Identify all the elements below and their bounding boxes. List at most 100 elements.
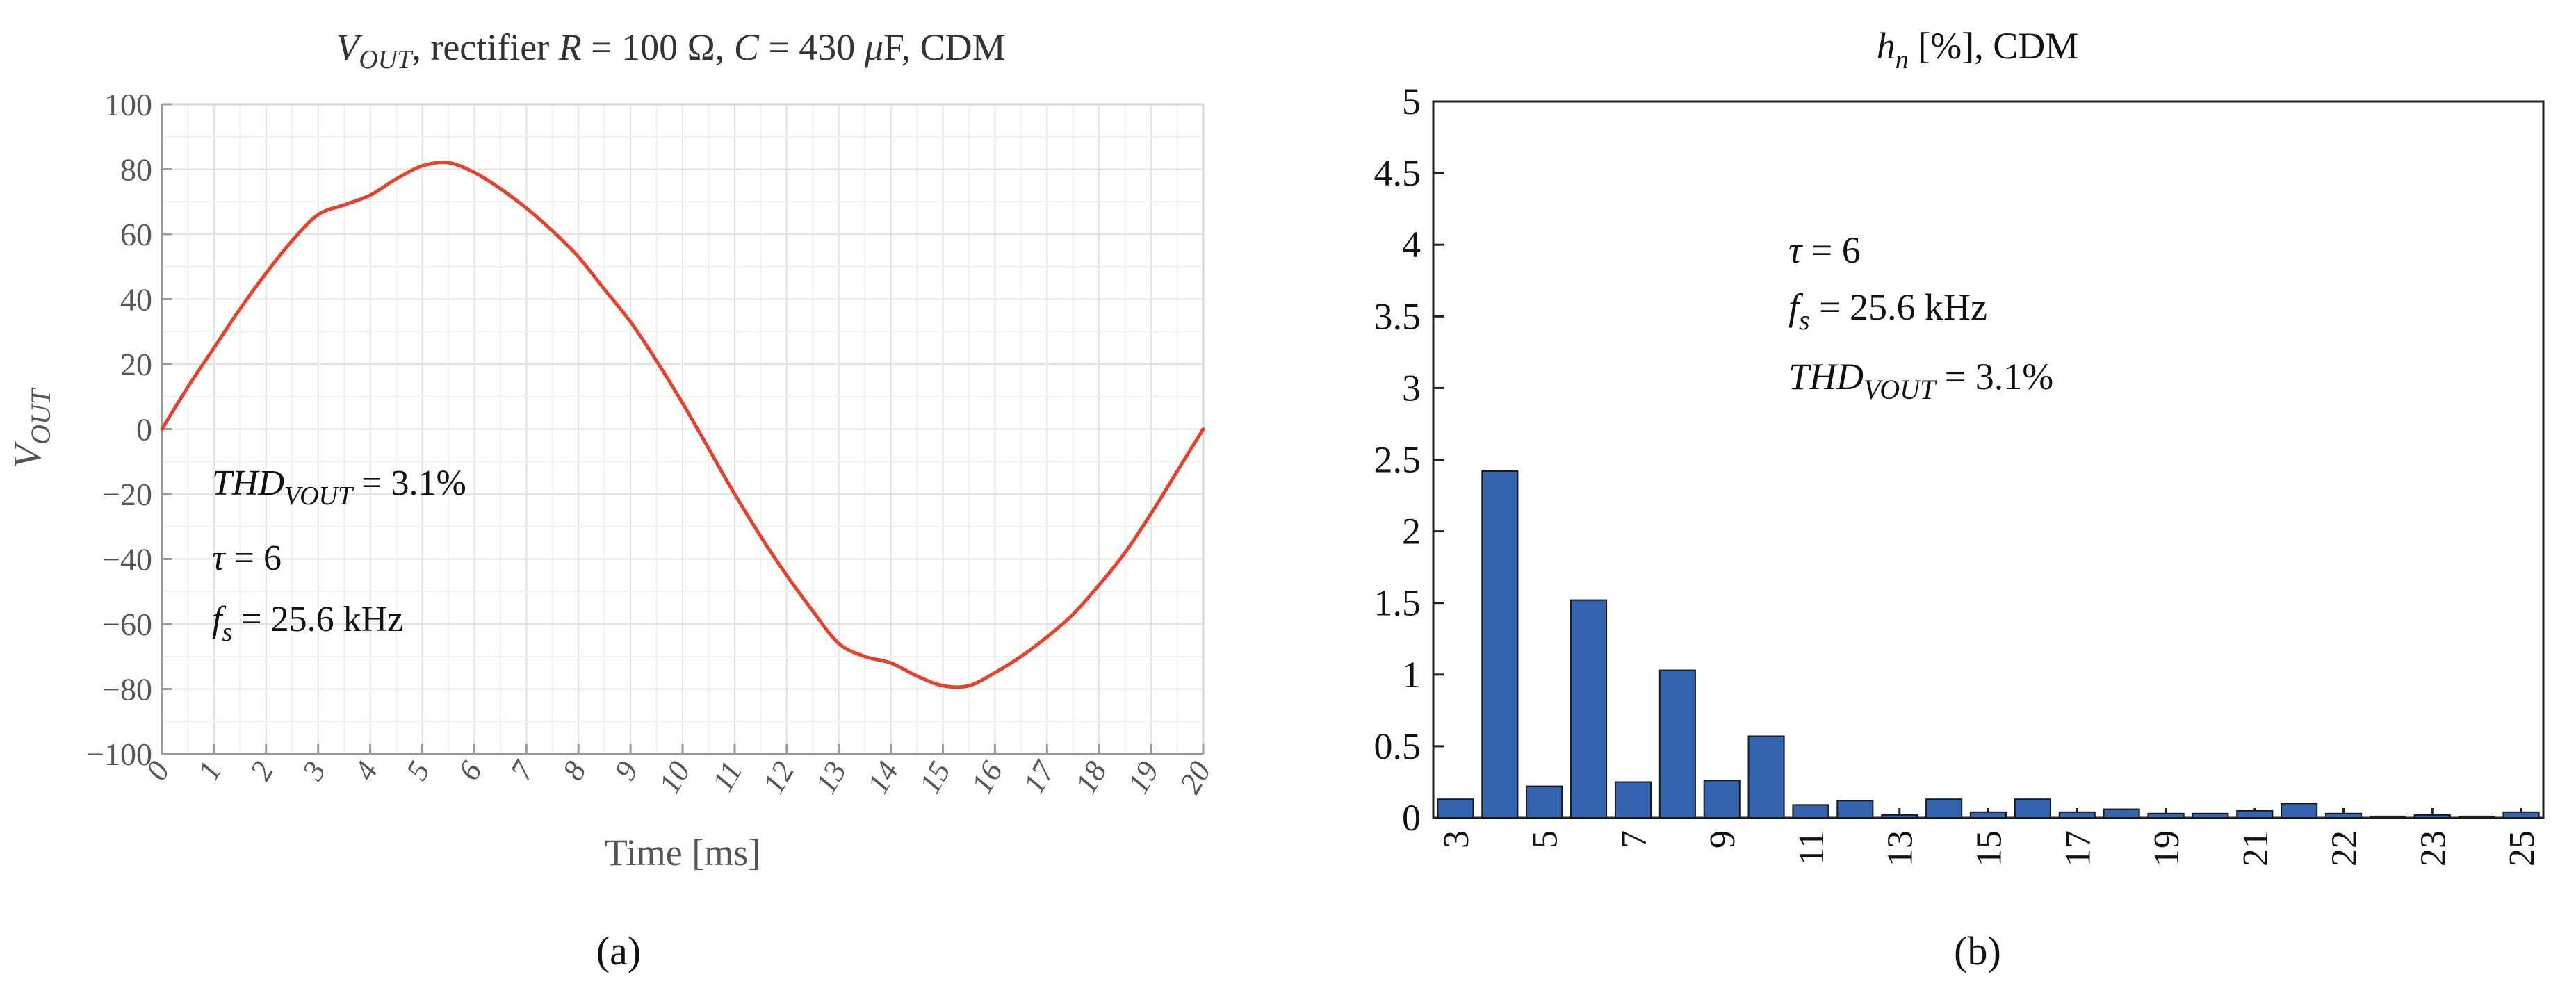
chart-b-bar bbox=[1614, 781, 1652, 819]
chart-b-y-tick-label: 4.5 bbox=[1374, 152, 1421, 194]
chart-b-x-tick-label: 15 bbox=[1970, 830, 2010, 866]
chart-a-x-tick-label: 4 bbox=[348, 756, 384, 787]
chart-a-y-tick-label: −60 bbox=[102, 607, 152, 642]
chart-b-annotation-thd: THDVOUT = 3.1% bbox=[1788, 356, 2053, 405]
chart-a-annotation-thd-value: = 3.1% bbox=[352, 463, 466, 503]
chart-a-x-tick-label: 7 bbox=[504, 755, 541, 786]
chart-b-bar bbox=[1881, 814, 1918, 819]
chart-b-title-h: h bbox=[1877, 25, 1896, 67]
chart-a-annotation-tau-value: = 6 bbox=[225, 539, 282, 578]
chart-b-y-tick-label: 0.5 bbox=[1374, 725, 1421, 767]
chart-b-x-tick-label: 5 bbox=[1526, 830, 1565, 848]
chart-b-title-h-sub: n bbox=[1896, 45, 1909, 74]
chart-b-x-tick-label: 25 bbox=[2502, 830, 2542, 866]
chart-a-x-tick-label: 1 bbox=[191, 756, 228, 787]
chart-b-bar bbox=[2147, 812, 2185, 819]
chart-b-bar bbox=[1437, 798, 1474, 819]
chart-b-x-tick-label: 22 bbox=[2325, 830, 2365, 866]
chart-a-title-r: R bbox=[558, 26, 582, 68]
chart-b-bar bbox=[2192, 812, 2229, 819]
chart-a-x-tick-label: 17 bbox=[1017, 755, 1062, 799]
chart-b-bar bbox=[1792, 804, 1829, 819]
chart-a-y-tick-label: 20 bbox=[120, 347, 152, 382]
chart-b-x-tick-label: 13 bbox=[1881, 830, 1921, 866]
chart-b-annotation-thd-value: = 3.1% bbox=[1935, 356, 2053, 397]
panel-a-chart: VOUT, rectifier R = 100 Ω, C = 430 μF, C… bbox=[6, 26, 1218, 973]
chart-a-x-tick-label: 8 bbox=[555, 756, 592, 787]
chart-b-annotation-fs-sub: s bbox=[1799, 304, 1810, 336]
chart-b-annotation-thd-sub: VOUT bbox=[1864, 374, 1937, 405]
chart-a-x-tick-label: 0 bbox=[139, 756, 176, 787]
chart-b-bar bbox=[2281, 803, 2318, 819]
chart-a-annotation-fs-sub: s bbox=[222, 618, 232, 647]
chart-a-y-tick-label: −20 bbox=[102, 477, 152, 512]
chart-a-ticks bbox=[161, 103, 1205, 755]
chart-a-y-tick-label: 0 bbox=[136, 412, 152, 447]
panel-b-label: (b) bbox=[1954, 928, 2001, 973]
chart-b-x-tick-label: 7 bbox=[1614, 830, 1654, 848]
chart-b-x-tick-label: 23 bbox=[2413, 830, 2453, 866]
chart-a-y-axis-label-sub: OUT bbox=[25, 387, 56, 445]
chart-a-title-c: C bbox=[734, 26, 760, 68]
chart-a-x-tick-label: 16 bbox=[965, 756, 1009, 800]
chart-b-annotation-fs-value: = 25.6 kHz bbox=[1810, 286, 1987, 328]
chart-a-x-tick-label: 10 bbox=[652, 756, 696, 800]
chart-a-y-tick-label: 100 bbox=[104, 87, 152, 122]
chart-b-bar bbox=[2458, 815, 2495, 819]
chart-a-x-tick-label: 12 bbox=[756, 756, 801, 800]
chart-b-bar bbox=[2413, 814, 2451, 819]
chart-a-x-tick-label: 3 bbox=[295, 756, 332, 787]
chart-b-bar bbox=[1526, 785, 1563, 819]
chart-b-y-tick-label: 1.5 bbox=[1374, 582, 1421, 624]
chart-b-bar bbox=[2369, 815, 2406, 819]
chart-a-x-tick-labels: 0 1 2 3 4 5 6 7 8 9 10 11 12 13 14 15 16 17 18 19 20 bbox=[139, 755, 1217, 799]
chart-b-bar bbox=[2502, 811, 2540, 819]
chart-b-bar bbox=[1658, 669, 1696, 819]
chart-b-x-tick-label: 9 bbox=[1703, 830, 1743, 848]
chart-a-y-axis-label: VOUT bbox=[6, 387, 56, 468]
chart-a-x-tick-label: 11 bbox=[706, 756, 749, 798]
chart-b-x-tick-label: 19 bbox=[2147, 830, 2187, 866]
chart-b-bar bbox=[1969, 811, 2007, 819]
panel-b-chart: hn [%], CDM 5 4.5 4 3.5 3 2.5 2 1.5 1 0.5 0 3 5 7 9 11… bbox=[1374, 25, 2545, 973]
chart-a-x-tick-label: 20 bbox=[1173, 756, 1217, 800]
chart-b-x-tick-label: 11 bbox=[1792, 830, 1832, 865]
chart-a-annotation-thd: THDVOUT = 3.1% bbox=[212, 463, 466, 511]
chart-b-annotations: τ = 6 fs = 25.6 kHz THDVOUT = 3.1% bbox=[1788, 229, 2053, 405]
chart-a-grid bbox=[162, 104, 1203, 754]
chart-a-title-r-value: = 100 Ω, bbox=[582, 26, 734, 68]
chart-a-annotation-thd-sub: VOUT bbox=[284, 482, 354, 511]
chart-a-title-text: , rectifier bbox=[411, 26, 558, 68]
chart-b-bar bbox=[2236, 810, 2274, 819]
chart-b-y-tick-label: 4 bbox=[1402, 224, 1421, 265]
chart-a-title-v-sub: OUT bbox=[359, 45, 414, 74]
chart-a-y-tick-label: 60 bbox=[120, 217, 152, 252]
chart-a-title-c-value: = 430 bbox=[759, 26, 865, 68]
chart-b-annotation-tau: τ = 6 bbox=[1788, 229, 1861, 271]
chart-b-y-tick-label: 3.5 bbox=[1374, 295, 1421, 337]
chart-b-x-tick-labels: 3 5 7 9 11 13 15 17 19 21 22 23 25 bbox=[1437, 830, 2542, 866]
chart-b-annotation-thd-main: THD bbox=[1788, 356, 1864, 397]
chart-b-bars bbox=[1437, 470, 2540, 819]
panel-a-label: (a) bbox=[596, 928, 641, 973]
chart-a-annotations: THDVOUT = 3.1% τ = 6 fs = 25.6 kHz bbox=[212, 463, 466, 647]
chart-a-annotation-tau: τ = 6 bbox=[212, 539, 282, 578]
chart-b-x-tick-label: 21 bbox=[2236, 830, 2276, 866]
chart-b-x-tick-label: 3 bbox=[1437, 830, 1476, 848]
chart-a-x-tick-label: 19 bbox=[1120, 756, 1165, 800]
chart-a-x-tick-label: 14 bbox=[861, 756, 905, 800]
chart-a-y-tick-label: −40 bbox=[102, 542, 152, 577]
chart-a-annotation-thd-main: THD bbox=[212, 463, 284, 503]
chart-b-bar bbox=[2058, 811, 2096, 819]
chart-b-title-text: [%], CDM bbox=[1909, 25, 2078, 67]
chart-a-y-tick-label: 40 bbox=[120, 282, 152, 318]
chart-b-bar bbox=[1836, 800, 1874, 819]
chart-a-y-axis-label-main: V bbox=[6, 441, 49, 468]
chart-a-x-tick-label: 18 bbox=[1068, 756, 1113, 800]
chart-a-x-tick-label: 9 bbox=[608, 756, 644, 787]
chart-b-y-tick-label: 2.5 bbox=[1374, 439, 1421, 481]
chart-b-y-tick-labels: 5 4.5 4 3.5 3 2.5 2 1.5 1 0.5 0 bbox=[1374, 81, 1421, 839]
chart-b-title: hn [%], CDM bbox=[1877, 25, 2078, 74]
chart-b-y-tick-label: 1 bbox=[1402, 654, 1421, 696]
chart-a-title-v: V bbox=[336, 26, 363, 68]
